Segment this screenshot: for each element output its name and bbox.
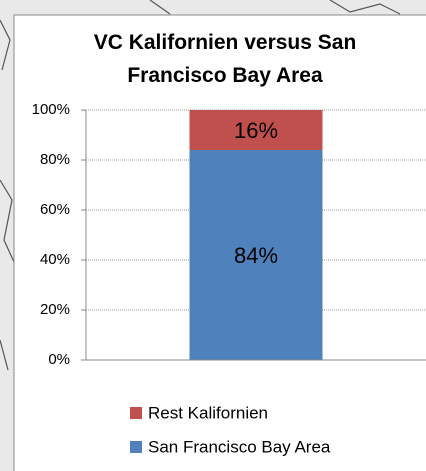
y-tick-label: 0% xyxy=(48,351,70,368)
y-tick-label: 40% xyxy=(40,251,70,268)
y-tick-label: 60% xyxy=(40,201,70,218)
y-tick-label: 100% xyxy=(32,101,70,118)
legend-swatch xyxy=(130,407,142,419)
y-tick-label: 20% xyxy=(40,301,70,318)
legend-swatch xyxy=(130,441,142,453)
map-background xyxy=(0,0,401,371)
data-label: 16% xyxy=(234,118,278,143)
legend-label: San Francisco Bay Area xyxy=(148,437,331,456)
bar-segment xyxy=(189,150,323,360)
legend-label: Rest Kalifornien xyxy=(148,403,268,422)
chart-title: VC Kalifornien versus San Francisco Bay … xyxy=(93,31,357,87)
data-label: 84% xyxy=(234,243,278,268)
y-tick-label: 80% xyxy=(40,151,70,168)
bar-segment xyxy=(189,110,323,150)
